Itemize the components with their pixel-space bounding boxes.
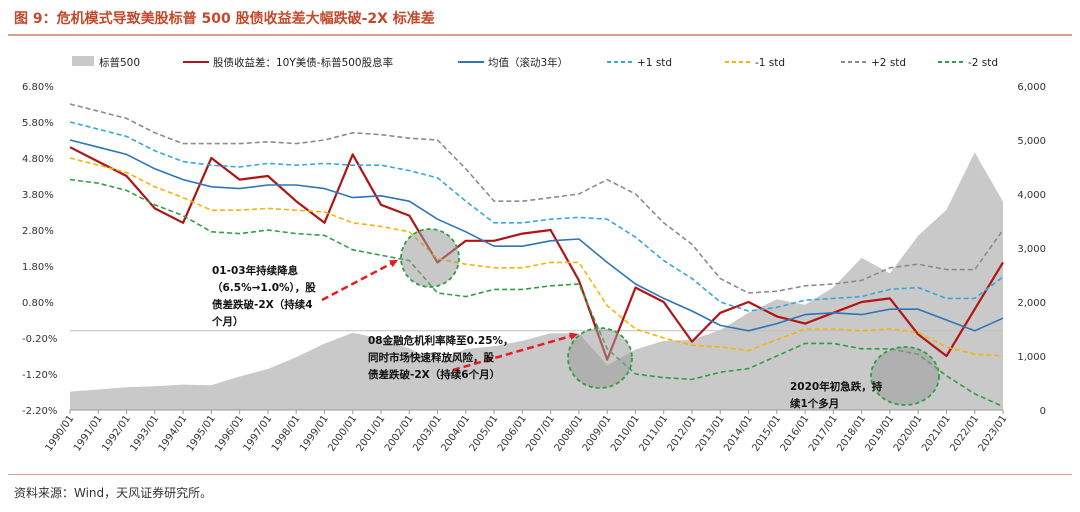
y-left-tick-label: 0.80% xyxy=(22,298,54,309)
annotation-text: 08金融危机利率降至0.25%， xyxy=(368,334,514,347)
legend-label: 股债收益差：10Y美债-标普500股息率 xyxy=(213,56,393,69)
y-right-tick-label: 5,000 xyxy=(1017,136,1046,147)
title-rule xyxy=(8,34,1072,36)
highlight-circle xyxy=(400,228,460,288)
legend-swatch xyxy=(72,56,94,66)
series-line xyxy=(69,178,1004,408)
y-left-tick-label: 1.80% xyxy=(22,262,54,273)
y-left-tick-label: -1.20% xyxy=(22,370,57,381)
y-left-tick-label: 2.80% xyxy=(22,226,54,237)
highlight-circle xyxy=(567,327,633,389)
annotation-text: 续1个多月 xyxy=(790,397,839,410)
y-left-tick-label: 5.80% xyxy=(22,118,54,129)
x-tick-label: 2023/01 xyxy=(977,413,1010,453)
legend-label: -1 std xyxy=(755,57,785,69)
source-note: 资料来源：Wind，天风证券研究所。 xyxy=(14,486,213,500)
legend-label: 均值（滚动3年） xyxy=(488,56,568,69)
y-right-tick-label: 3,000 xyxy=(1017,244,1046,255)
y-right-tick-label: 6,000 xyxy=(1017,82,1046,93)
series-line xyxy=(69,103,1004,294)
series-line xyxy=(69,139,1004,332)
footer-rule xyxy=(8,474,1072,475)
y-right-tick-label: 0 xyxy=(1040,406,1046,417)
highlight-circle xyxy=(870,346,940,406)
legend-label: -2 std xyxy=(968,57,998,69)
series-line xyxy=(69,146,1004,361)
series-line xyxy=(69,121,1004,312)
y-left-tick-label: 6.80% xyxy=(22,82,54,93)
y-left-tick-label: -0.20% xyxy=(22,334,57,345)
y-left-tick-label: -2.20% xyxy=(22,406,57,417)
annotation-text: 个月） xyxy=(211,315,244,328)
y-left-tick-label: 4.80% xyxy=(22,154,54,165)
arrow-head xyxy=(569,332,578,341)
series-line xyxy=(69,157,1004,357)
legend-label: +1 std xyxy=(637,57,672,69)
y-right-tick-label: 4,000 xyxy=(1017,190,1046,201)
y-right-tick-label: 2,000 xyxy=(1017,298,1046,309)
y-right-tick-label: 1,000 xyxy=(1017,352,1046,363)
annotation-arrow xyxy=(321,258,399,302)
annotation-text: （6.5%→1.0%），股 xyxy=(212,281,316,294)
annotation-text: 同时市场快速释放风险，股 xyxy=(368,351,494,364)
annotation-text: 债差跌破-2X（持续4 xyxy=(212,298,313,311)
legend-label: 标普500 xyxy=(99,56,140,69)
annotation-text: 2020年初急跌，持 xyxy=(790,380,883,393)
figure-title: 图 9：危机模式导致美股标普 500 股债收益差大幅跌破-2X 标准差 xyxy=(14,11,435,27)
sp500-area xyxy=(70,152,1003,410)
arrow-head xyxy=(389,260,398,268)
y-left-tick-label: 3.80% xyxy=(22,190,54,201)
annotation-text: 债差跌破-2X（持续6个月） xyxy=(368,368,500,381)
annotation-text: 01-03年持续降息 xyxy=(212,264,299,277)
chart: 6.80% 5.80% 4.80% 3.80% 2.80% 1.80% 0.80% -0.20… xyxy=(22,56,1046,454)
legend-label: +2 std xyxy=(871,57,906,69)
